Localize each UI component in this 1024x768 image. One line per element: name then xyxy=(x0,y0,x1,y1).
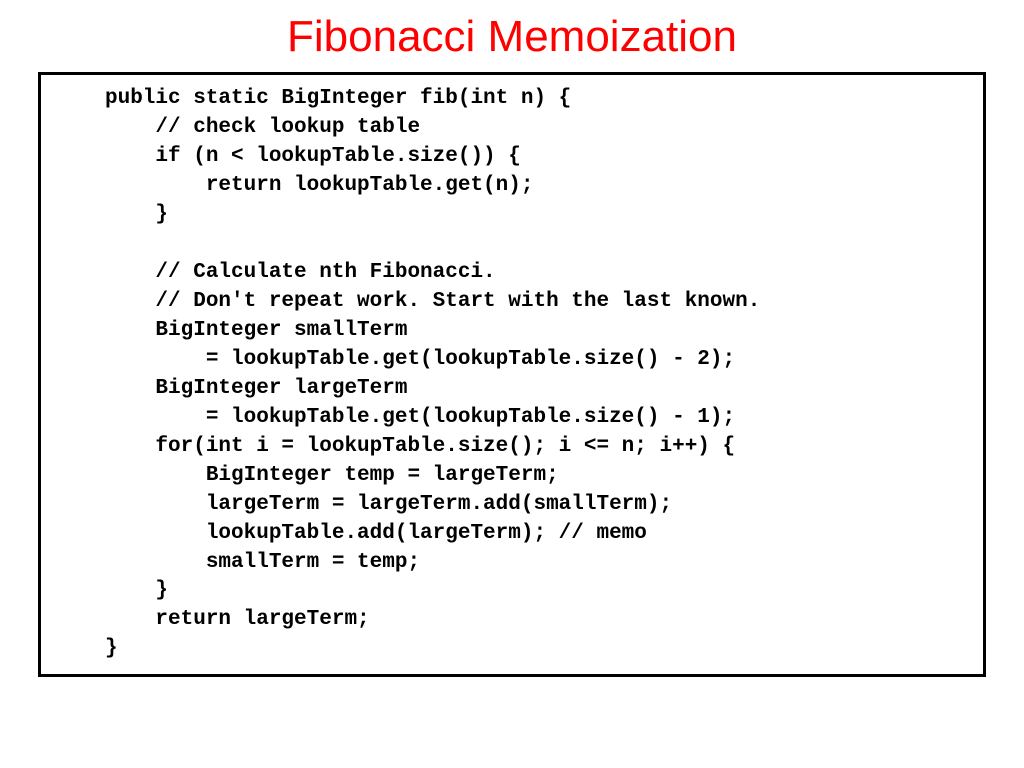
code-box: public static BigInteger fib(int n) { //… xyxy=(38,72,986,677)
slide: Fibonacci Memoization public static BigI… xyxy=(0,0,1024,768)
code-block: public static BigInteger fib(int n) { //… xyxy=(105,85,963,664)
slide-title: Fibonacci Memoization xyxy=(0,0,1024,72)
